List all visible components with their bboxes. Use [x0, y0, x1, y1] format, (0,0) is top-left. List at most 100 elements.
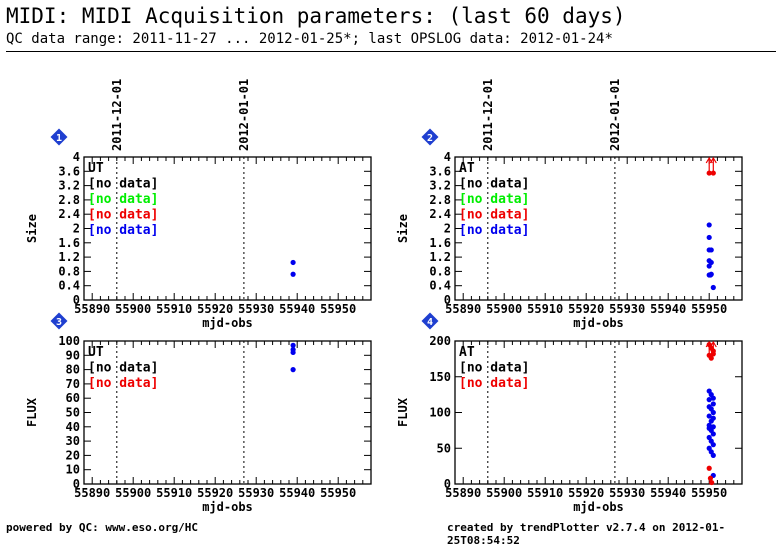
- y-tick-label: 100: [58, 334, 80, 348]
- data-point: [708, 418, 714, 424]
- data-point: [710, 452, 716, 458]
- y-tick-label: 2: [73, 222, 80, 236]
- x-tick-label: 55920: [197, 302, 233, 316]
- x-tick-label: 55920: [568, 486, 604, 500]
- x-tick-label: 55910: [527, 486, 563, 500]
- x-tick-label: 55910: [527, 302, 563, 316]
- y-tick-label: 40: [66, 420, 80, 434]
- legend-entry: AT: [459, 161, 475, 176]
- x-tick-label: 55920: [568, 302, 604, 316]
- y-tick-label: 4: [73, 150, 80, 164]
- x-tick-label: 55930: [238, 486, 274, 500]
- y-tick-label: 4: [444, 150, 451, 164]
- x-tick-label: 55920: [197, 486, 233, 500]
- legend-entry: [no data]: [88, 208, 158, 223]
- x-tick-label: 55950: [691, 486, 727, 500]
- y-tick-label: 10: [66, 463, 80, 477]
- data-point: [710, 351, 716, 357]
- y-tick-label: 100: [429, 406, 451, 420]
- y-axis-label: Size: [396, 214, 410, 243]
- data-point: [290, 271, 296, 277]
- x-tick-label: 55900: [486, 486, 522, 500]
- x-tick-label: 55950: [320, 302, 356, 316]
- x-tick-label: 55930: [609, 302, 645, 316]
- x-tick-label: 55890: [74, 302, 110, 316]
- data-point: [710, 401, 716, 407]
- legend-entry: [no data]: [88, 223, 158, 238]
- x-axis-label: mjd-obs: [573, 500, 624, 514]
- legend-entry: [no data]: [459, 177, 529, 192]
- y-axis-label: FLUX: [25, 397, 39, 427]
- y-tick-label: 3.6: [429, 164, 451, 178]
- legend-entry: AT: [459, 345, 475, 360]
- data-point: [710, 442, 716, 448]
- date-marker-label: 2012-01-01: [237, 79, 251, 151]
- chart-panel-2: 2 2011-12-01 2012-01-01 55890 55900 55910 5592…: [396, 79, 743, 330]
- data-point: [706, 465, 712, 471]
- x-tick-label: 55890: [74, 486, 110, 500]
- x-tick-label: 55940: [650, 302, 686, 316]
- data-point: [706, 170, 712, 176]
- data-point: [706, 222, 712, 228]
- y-tick-label: 0: [73, 293, 80, 307]
- legend-entry: [no data]: [88, 177, 158, 192]
- legend-entry: [no data]: [459, 192, 529, 207]
- data-point: [290, 342, 296, 348]
- data-point: [706, 234, 712, 241]
- x-tick-label: 55950: [691, 302, 727, 316]
- x-tick-label: 55910: [156, 486, 192, 500]
- y-tick-label: 60: [66, 391, 80, 405]
- y-tick-label: 1.6: [58, 236, 80, 250]
- footer-powered-by: powered by QC: www.eso.org/HC: [6, 521, 199, 534]
- chart-panel-1: 1 2011-12-01 2012-01-01 55890 55900 55910 5592…: [25, 79, 372, 330]
- data-point: [710, 284, 716, 291]
- x-tick-label: 55890: [445, 486, 481, 500]
- panel-badge-number: 1: [56, 133, 62, 144]
- y-tick-label: 90: [66, 348, 80, 362]
- page-subtitle: QC data range: 2011-11-27 ... 2012-01-25…: [6, 31, 613, 47]
- date-marker-label: 2011-12-01: [110, 79, 124, 151]
- panel-badge-number: 4: [427, 317, 433, 328]
- y-tick-label: 3.2: [429, 179, 451, 193]
- data-point: [290, 349, 296, 356]
- y-tick-label: 0.4: [58, 279, 80, 293]
- x-axis-label: mjd-obs: [202, 500, 253, 514]
- data-point: [290, 367, 296, 373]
- y-tick-label: 50: [437, 441, 451, 455]
- legend-entry: [no data]: [459, 223, 529, 238]
- x-tick-label: 55900: [486, 302, 522, 316]
- x-tick-label: 55940: [650, 486, 686, 500]
- date-marker-label: 2012-01-01: [608, 79, 622, 151]
- legend-entry: [no data]: [88, 376, 158, 391]
- x-tick-label: 55940: [279, 302, 315, 316]
- x-tick-label: 55910: [156, 302, 192, 316]
- page-title: MIDI: MIDI Acquisition parameters: (last…: [6, 4, 626, 28]
- y-tick-label: 2.4: [58, 207, 80, 221]
- date-marker-label: 2011-12-01: [481, 79, 495, 151]
- y-axis-label: FLUX: [396, 397, 410, 427]
- x-tick-label: 55950: [320, 486, 356, 500]
- x-tick-label: 55900: [115, 486, 151, 500]
- x-tick-label: 55900: [115, 302, 151, 316]
- legend-entry: [no data]: [459, 208, 529, 223]
- panel-badge-number: 2: [427, 133, 433, 144]
- y-tick-label: 1.6: [429, 236, 451, 250]
- legend-entry: UT: [88, 161, 104, 176]
- panel-badge-number: 3: [56, 317, 62, 328]
- y-tick-label: 2: [444, 222, 451, 236]
- header-divider: [6, 51, 776, 52]
- legend-entry: UT: [88, 345, 104, 360]
- data-point: [710, 431, 716, 437]
- data-point: [710, 409, 716, 416]
- legend-entry: [no data]: [459, 361, 529, 376]
- y-tick-label: 200: [429, 334, 451, 348]
- data-point: [710, 395, 716, 401]
- y-tick-label: 30: [66, 434, 80, 448]
- chart-panel-3: 3 55890 55900 55910 55920 55930 55940 55950 0102…: [25, 312, 372, 514]
- data-point: [706, 397, 712, 403]
- legend-entry: [no data]: [88, 192, 158, 207]
- chart-panel-4: 4 55890 55900 55910 55920 55930 55940 55950 0 50 1…: [396, 312, 743, 514]
- data-point: [706, 263, 712, 269]
- y-tick-label: 0.8: [429, 264, 451, 278]
- y-tick-label: 0: [73, 477, 80, 491]
